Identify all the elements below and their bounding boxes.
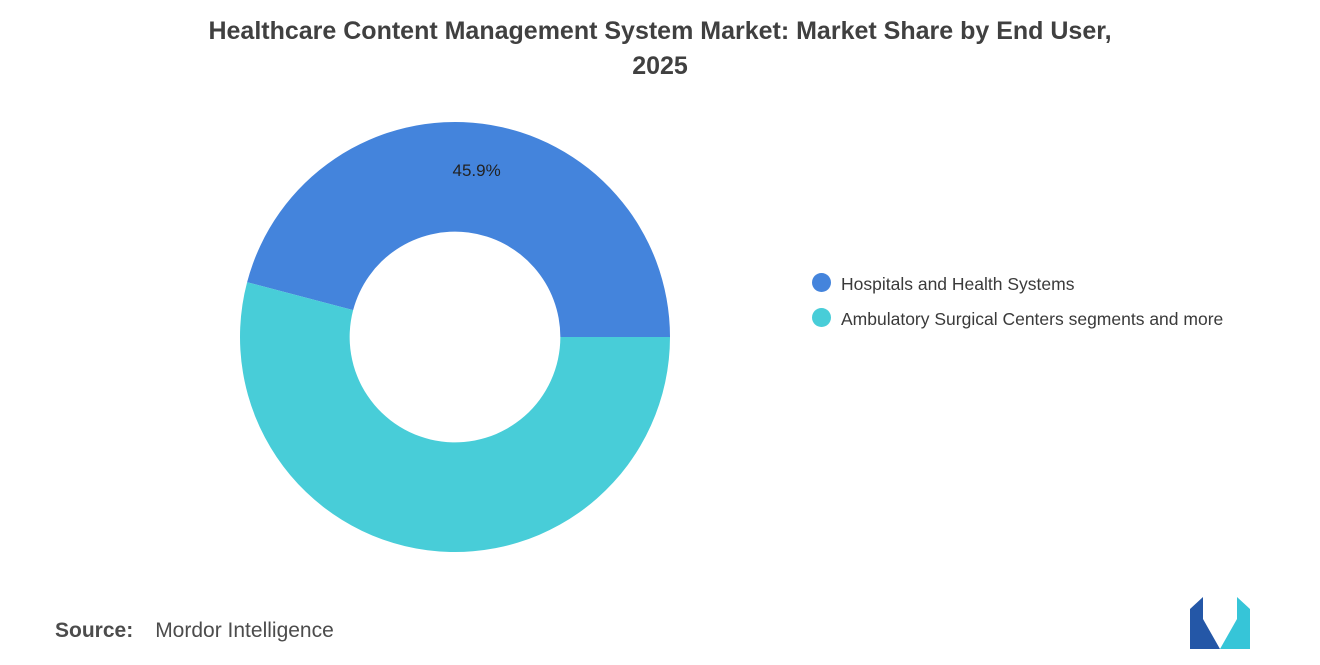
mordor-intelligence-logo <box>1190 597 1250 649</box>
legend-marker-blue-icon <box>812 273 831 292</box>
pie-slice-0 <box>247 121 671 337</box>
pie-slice-1 <box>240 282 671 552</box>
donut-chart: 45.9% <box>235 117 675 557</box>
chart-legend: Hospitals and Health Systems Ambulatory … <box>812 270 1282 340</box>
source-label: Source: <box>55 619 134 642</box>
legend-item-hospitals: Hospitals and Health Systems <box>812 270 1282 298</box>
chart-title-line2: 2025 <box>632 52 688 80</box>
donut-chart-svg: 45.9% <box>240 121 671 552</box>
source-row: Source: Mordor Intelligence <box>55 619 334 643</box>
chart-title: Healthcare Content Management System Mar… <box>0 14 1320 84</box>
chart-title-line1: Healthcare Content Management System Mar… <box>208 17 1112 45</box>
slice-data-label: 45.9% <box>453 161 501 180</box>
legend-label: Hospitals and Health Systems <box>841 274 1075 294</box>
legend-item-ambulatory: Ambulatory Surgical Centers segments and… <box>812 305 1282 333</box>
legend-label: Ambulatory Surgical Centers segments and… <box>841 309 1224 329</box>
legend-marker-teal-icon <box>812 308 831 327</box>
source-value: Mordor Intelligence <box>155 619 334 642</box>
